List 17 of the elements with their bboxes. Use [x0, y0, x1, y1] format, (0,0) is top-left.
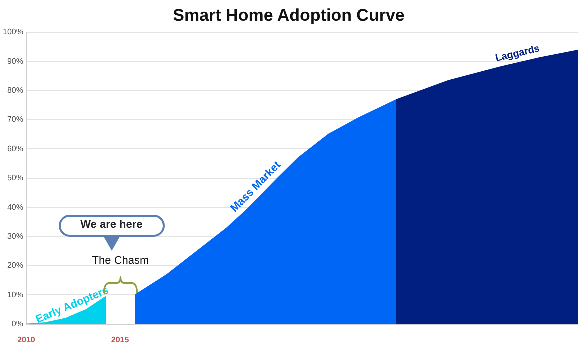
y-tick-label: 60% [7, 144, 24, 154]
y-tick-label: 0% [12, 320, 24, 329]
x-tick-label: 2015 [111, 335, 130, 344]
y-tick-label: 50% [7, 174, 24, 183]
y-tick-label: 20% [7, 261, 24, 270]
y-tick-label: 40% [7, 202, 24, 212]
y-tick-label: 70% [7, 115, 24, 124]
annotation: We are here [58, 215, 165, 238]
y-tick-label: 90% [7, 56, 24, 66]
y-tick-label: 80% [7, 86, 24, 96]
y-tick-label: 10% [7, 290, 24, 300]
chart-title: Smart Home Adoption Curve [173, 6, 405, 25]
series-label: Laggards [494, 44, 542, 65]
x-tick-label: 2010 [18, 335, 36, 344]
y-tick-label: 30% [7, 232, 24, 242]
annotation: The Chasm [92, 255, 150, 268]
y-tick-label: 100% [2, 28, 24, 37]
